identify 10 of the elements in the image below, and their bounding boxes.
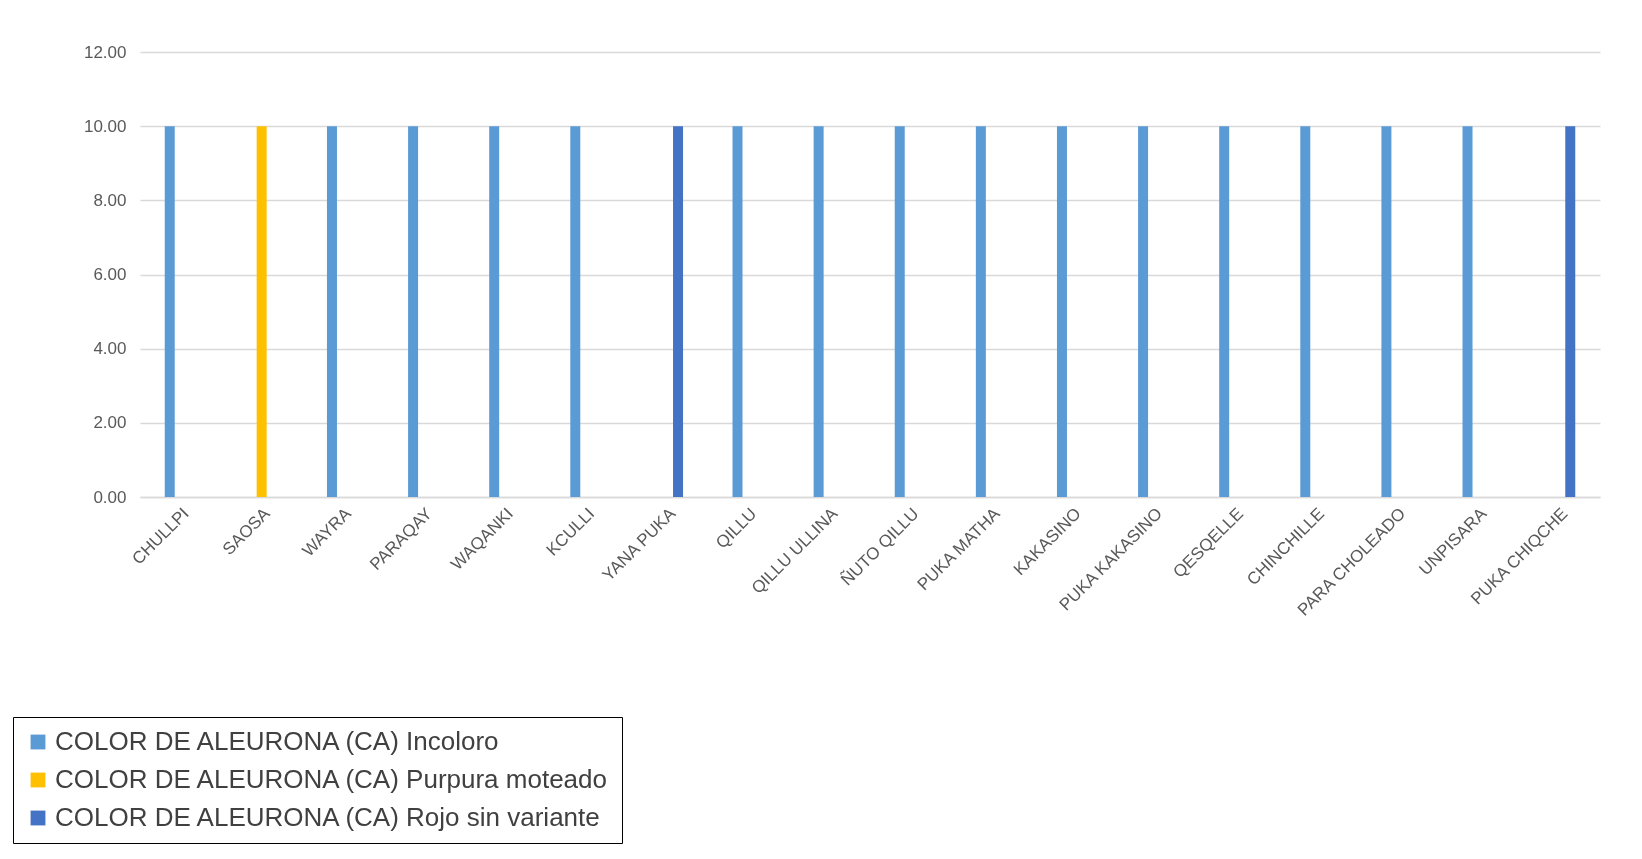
y-tick-label: 12.00 bbox=[83, 42, 127, 62]
y-tick-label: 8.00 bbox=[93, 190, 127, 210]
legend-label: COLOR DE ALEURONA (CA) Incoloro bbox=[55, 726, 499, 756]
legend-label: COLOR DE ALEURONA (CA) Rojo sin variante bbox=[55, 802, 600, 832]
y-tick-label: 2.00 bbox=[93, 413, 127, 433]
y-tick-label: 10.00 bbox=[83, 116, 127, 136]
y-tick-label: 4.00 bbox=[93, 339, 127, 359]
legend-label: COLOR DE ALEURONA (CA) Purpura moteado bbox=[55, 764, 607, 794]
y-tick-label: 6.00 bbox=[93, 265, 127, 284]
y-tick-label: 0.00 bbox=[93, 487, 127, 507]
